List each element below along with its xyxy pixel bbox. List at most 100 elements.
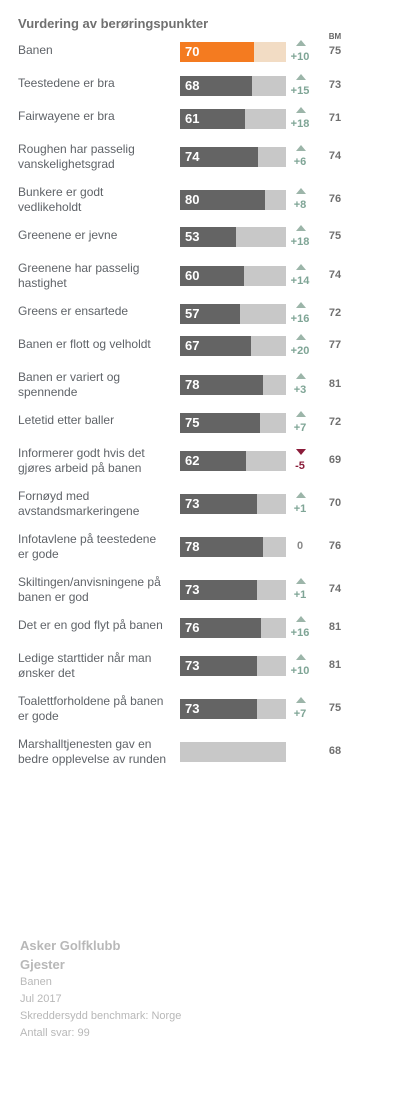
arrow-up-icon bbox=[296, 302, 306, 308]
row-label: Teestedene er bra bbox=[18, 76, 115, 90]
score-value: 60 bbox=[185, 268, 200, 283]
row-label: Ledige starttider når man ønsker det bbox=[18, 651, 152, 680]
footer-section: Banen bbox=[20, 976, 52, 988]
score-bar-track: 76 bbox=[180, 618, 286, 638]
benchmark-value: 68 bbox=[328, 745, 342, 757]
row-label: Informerer godt hvis det gjøres arbeid p… bbox=[18, 446, 145, 475]
score-bar-track: 74 bbox=[180, 147, 286, 167]
change-value: -5 bbox=[295, 460, 305, 472]
arrow-up-icon bbox=[296, 107, 306, 113]
score-value: 73 bbox=[185, 582, 200, 597]
chart-title: Vurdering av berøringspunkter bbox=[18, 16, 209, 31]
row-label: Bunkere er godt vedlikeholdt bbox=[18, 185, 104, 214]
score-bar bbox=[180, 413, 260, 433]
arrow-up-icon bbox=[296, 225, 306, 231]
benchmark-value: 81 bbox=[328, 621, 342, 633]
score-bar bbox=[180, 699, 257, 719]
benchmark-value: 77 bbox=[328, 339, 342, 351]
change-value: +20 bbox=[290, 345, 310, 357]
row-label: Toalettforholdene på banen er gode bbox=[18, 694, 164, 723]
benchmark-value: 74 bbox=[328, 150, 342, 162]
row-label: Fornøyd med avstandsmarkeringene bbox=[18, 489, 140, 518]
benchmark-value: 74 bbox=[328, 583, 342, 595]
score-value: 74 bbox=[185, 149, 200, 164]
rating-rows: Banen 70 +10 75 Teestedene er bra 68 +15 73 Fair… bbox=[18, 40, 342, 766]
score-bar-track: 73 bbox=[180, 580, 286, 600]
score-bar-track: 73 bbox=[180, 494, 286, 514]
change-value: +8 bbox=[293, 199, 307, 211]
benchmark-value: 73 bbox=[328, 79, 342, 91]
benchmark-column-header: BM bbox=[328, 32, 342, 41]
score-value: 78 bbox=[185, 377, 200, 392]
score-bar bbox=[180, 304, 240, 324]
change-value: +6 bbox=[293, 156, 307, 168]
arrow-up-icon bbox=[296, 578, 306, 584]
row-label: Banen er variert og spennende bbox=[18, 370, 121, 399]
score-bar-track: 57 bbox=[180, 304, 286, 324]
change-value: 0 bbox=[296, 540, 304, 552]
benchmark-value: 81 bbox=[328, 378, 342, 390]
score-bar bbox=[180, 109, 245, 129]
score-bar bbox=[180, 375, 263, 395]
arrow-up-icon bbox=[296, 188, 306, 194]
score-value: 73 bbox=[185, 496, 200, 511]
change-value: +10 bbox=[290, 51, 310, 63]
score-value: 73 bbox=[185, 701, 200, 716]
score-bar bbox=[180, 656, 257, 676]
benchmark-value: 72 bbox=[328, 416, 342, 428]
arrow-up-icon bbox=[296, 74, 306, 80]
footer-club: Asker Golfklubb bbox=[20, 938, 121, 953]
change-value: +14 bbox=[290, 275, 310, 287]
benchmark-value: 69 bbox=[328, 454, 342, 466]
change-value: +7 bbox=[293, 708, 307, 720]
footer-responses: Antall svar: 99 bbox=[20, 1027, 90, 1039]
score-bar-track: 53 bbox=[180, 227, 286, 247]
score-bar-track: 60 bbox=[180, 266, 286, 286]
row-label: Banen bbox=[18, 43, 53, 57]
arrow-down-icon bbox=[296, 449, 306, 455]
benchmark-value: 81 bbox=[328, 659, 342, 671]
score-bar-track: 68 bbox=[180, 76, 286, 96]
score-value: 73 bbox=[185, 658, 200, 673]
row-label: Roughen har passelig vanskelighetsgrad bbox=[18, 142, 135, 171]
row-label: Greenene er jevne bbox=[18, 228, 118, 242]
score-bar bbox=[180, 336, 251, 356]
score-value: 67 bbox=[185, 338, 200, 353]
arrow-up-icon bbox=[296, 40, 306, 46]
row-label: Fairwayene er bra bbox=[18, 109, 115, 123]
score-value: 80 bbox=[185, 192, 200, 207]
score-bar bbox=[180, 147, 258, 167]
benchmark-value: 76 bbox=[328, 540, 342, 552]
score-bar-track: 73 bbox=[180, 699, 286, 719]
score-bar bbox=[180, 537, 263, 557]
score-bar bbox=[180, 580, 257, 600]
benchmark-value: 74 bbox=[328, 269, 342, 281]
score-bar-track: 78 bbox=[180, 537, 286, 557]
score-value: 62 bbox=[185, 453, 200, 468]
change-value: +18 bbox=[290, 118, 310, 130]
arrow-up-icon bbox=[296, 616, 306, 622]
score-bar bbox=[180, 227, 236, 247]
arrow-up-icon bbox=[296, 411, 306, 417]
row-label: Greenene har passelig hastighet bbox=[18, 261, 140, 290]
benchmark-value: 72 bbox=[328, 307, 342, 319]
change-value: +1 bbox=[293, 589, 307, 601]
score-bar bbox=[180, 42, 254, 62]
score-bar-track bbox=[180, 742, 286, 762]
footer-group: Gjester bbox=[20, 957, 65, 972]
arrow-up-icon bbox=[296, 334, 306, 340]
change-value: +16 bbox=[290, 627, 310, 639]
score-value: 57 bbox=[185, 306, 200, 321]
benchmark-value: 70 bbox=[328, 497, 342, 509]
benchmark-value: 75 bbox=[328, 702, 342, 714]
arrow-up-icon bbox=[296, 654, 306, 660]
benchmark-value: 71 bbox=[328, 112, 342, 124]
arrow-up-icon bbox=[296, 145, 306, 151]
score-bar-track: 70 bbox=[180, 42, 286, 62]
footer-benchmark: Skreddersydd benchmark: Norge bbox=[20, 1010, 182, 1022]
score-bar-track: 75 bbox=[180, 413, 286, 433]
row-label: Marshalltjenesten gav en bedre opplevels… bbox=[18, 737, 167, 766]
change-value: +15 bbox=[290, 85, 310, 97]
change-value: +10 bbox=[290, 665, 310, 677]
report-footer: Asker Golfklubb Gjester Banen Jul 2017 S… bbox=[20, 936, 181, 1042]
